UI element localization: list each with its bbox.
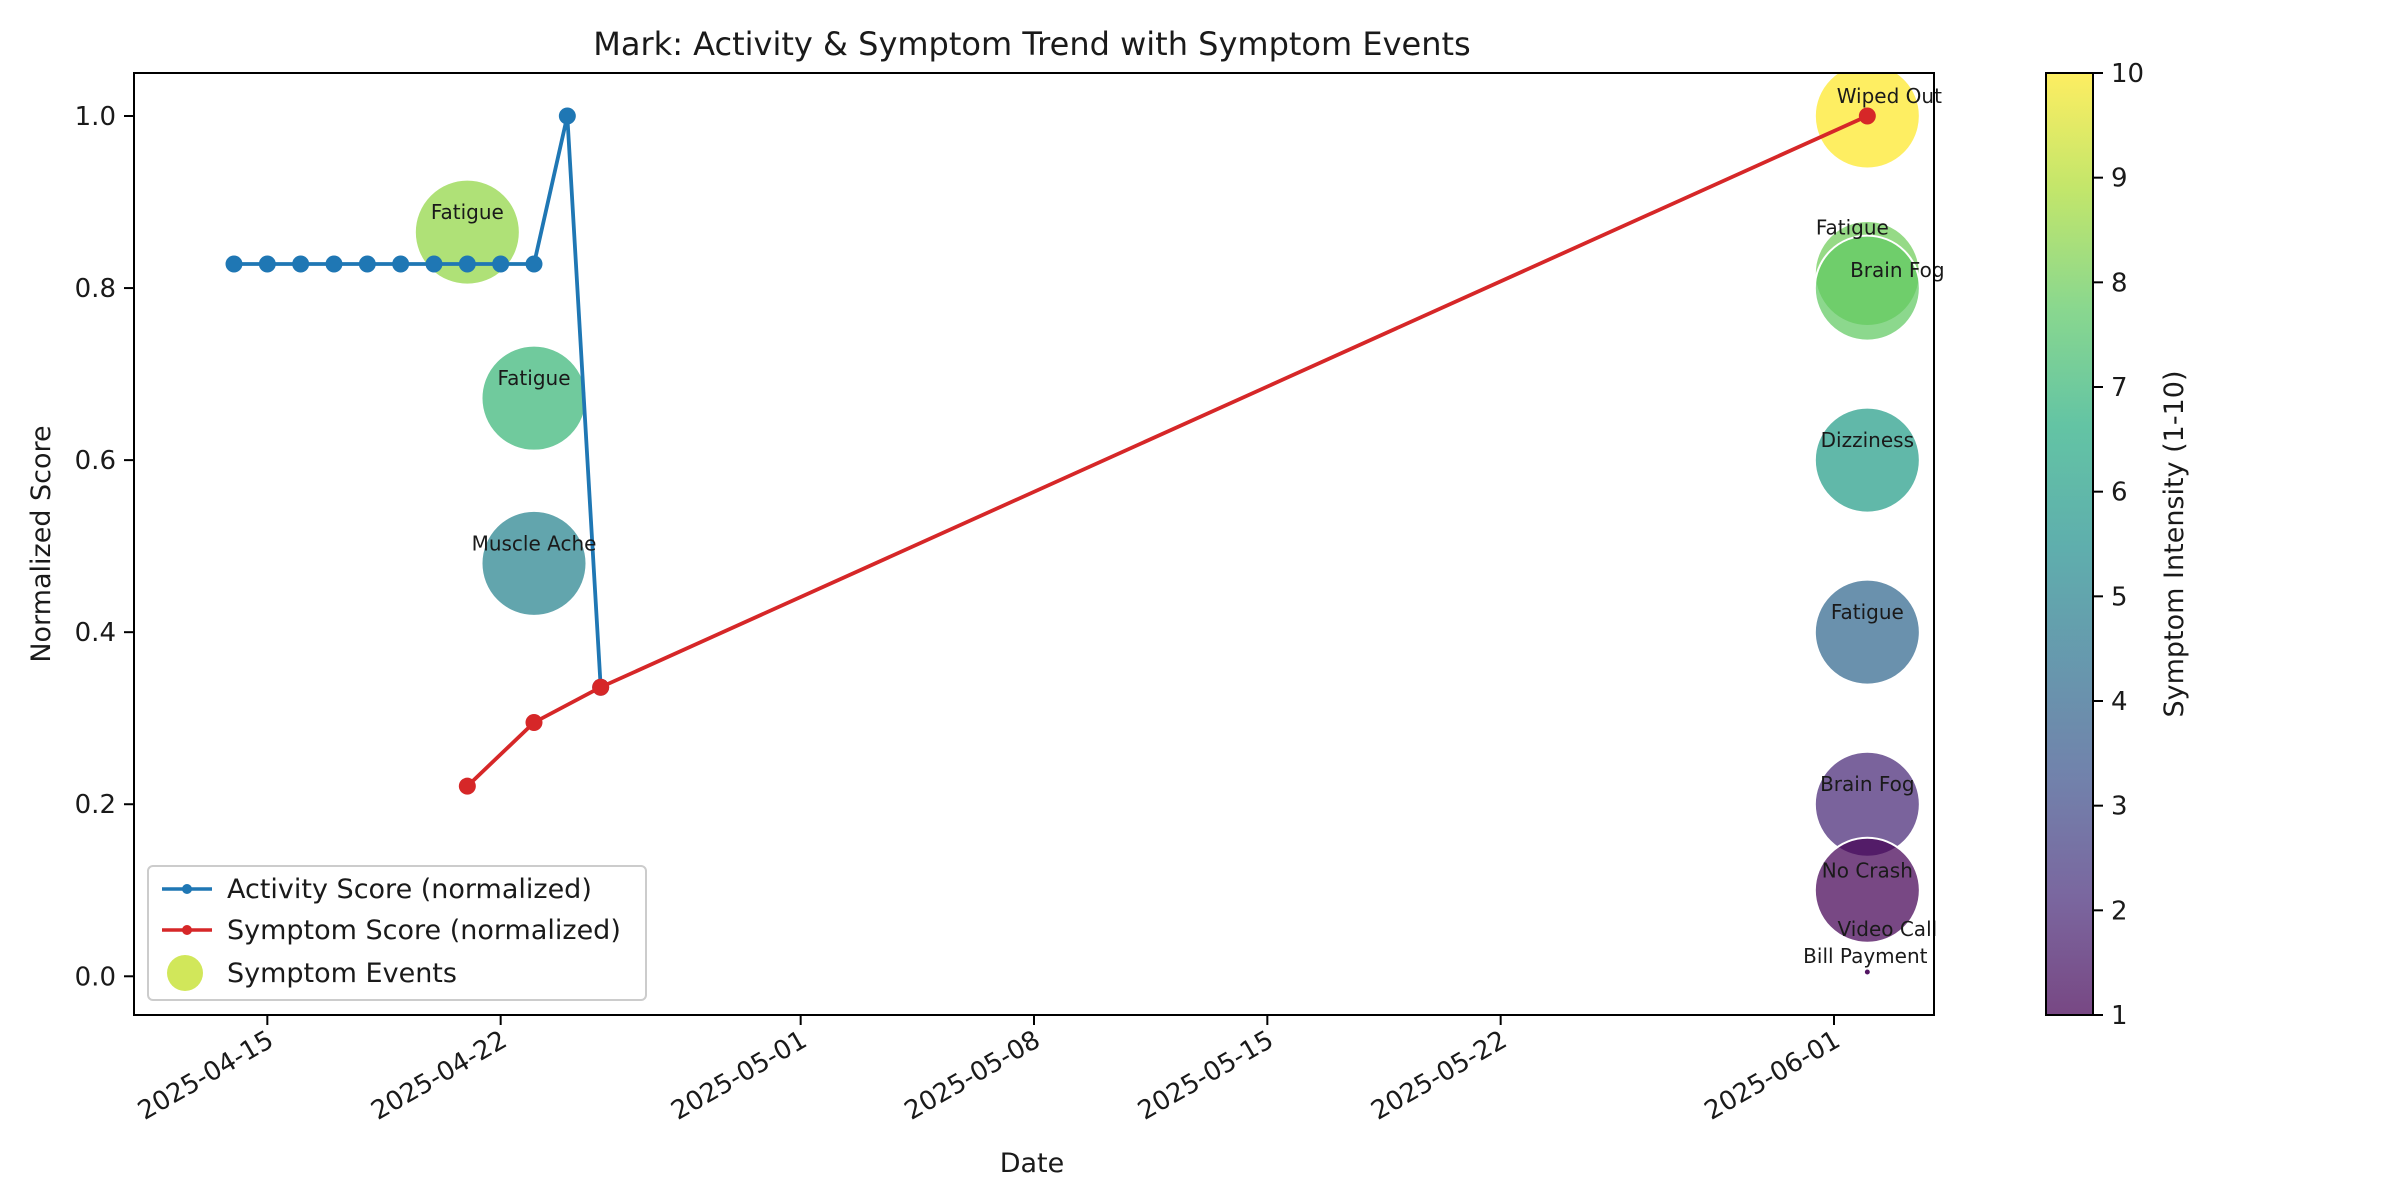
y-tick-label: 0.0 <box>75 962 116 992</box>
symptom-score-point <box>1858 107 1876 125</box>
colorbar-tick-label: 4 <box>2111 687 2128 717</box>
legend-symptom-label: Symptom Score (normalized) <box>227 915 621 946</box>
chart-title: Mark: Activity & Symptom Trend with Symp… <box>593 25 1470 63</box>
symptom-event-label: Fatigue <box>1816 215 1889 239</box>
symptom-event-bubble <box>1813 406 1921 514</box>
colorbar-tick-label: 7 <box>2111 373 2128 403</box>
symptom-event-label: Fatigue <box>1831 600 1904 624</box>
activity-score-point <box>525 255 543 273</box>
y-axis-label: Normalized Score <box>26 425 57 662</box>
colorbar-tick-label: 3 <box>2111 792 2128 822</box>
x-tick-label: 2025-04-22 <box>366 1025 512 1127</box>
y-tick-label: 0.2 <box>75 790 116 820</box>
activity-score-point <box>492 255 510 273</box>
symptom-event-bubble <box>480 509 588 617</box>
activity-score-point <box>225 255 243 273</box>
symptom-event-label: Fatigue <box>431 200 504 224</box>
symptom-event-label: Fatigue <box>498 366 571 390</box>
x-tick-label: 2025-05-22 <box>1366 1025 1512 1127</box>
colorbar-tick-label: 9 <box>2111 164 2128 194</box>
y-tick-label: 0.6 <box>75 446 116 476</box>
symptom-event-label: Brain Fog <box>1850 258 1945 282</box>
activity-score-point <box>458 255 476 273</box>
legend-activity-label: Activity Score (normalized) <box>227 874 592 905</box>
x-tick-label: 2025-05-08 <box>900 1025 1046 1127</box>
symptom-score-point <box>458 777 476 795</box>
symptom-score-line <box>465 114 1869 788</box>
symptom-event-label: Muscle Ache <box>472 531 597 555</box>
x-tick-label: 2025-04-15 <box>133 1025 279 1127</box>
activity-score-point <box>392 255 410 273</box>
activity-score-point <box>292 255 310 273</box>
colorbar-tick-label: 1 <box>2111 1001 2128 1031</box>
x-axis-label: Date <box>1000 1148 1065 1179</box>
y-tick-label: 0.4 <box>75 618 116 648</box>
colorbar-tick-label: 10 <box>2111 59 2144 89</box>
y-axis: 0.0 0.2 0.4 0.6 0.8 1.0 <box>75 102 134 992</box>
y-tick-label: 0.8 <box>75 274 116 304</box>
colorbar-tick-label: 2 <box>2111 896 2128 926</box>
x-tick-label: 2025-06-01 <box>1700 1025 1846 1127</box>
symptom-events-layer <box>413 73 1921 977</box>
legend-symptom-marker <box>182 925 192 935</box>
colorbar-gradient <box>2045 72 2094 1016</box>
activity-score-point <box>325 255 343 273</box>
legend-activity-marker <box>182 884 192 894</box>
event-labels-layer: Fatigue Fatigue Muscle Ache Wiped Out Fatigu… <box>431 84 1945 968</box>
symptom-score-point <box>592 678 610 696</box>
symptom-event-label: No Crash <box>1822 858 1913 882</box>
legend-events-marker <box>167 955 203 991</box>
symptom-event-bubble <box>1813 836 1921 944</box>
colorbar: 1 2 3 4 5 6 7 8 9 10 Symptom Intensity (1-10) <box>2045 59 2190 1031</box>
colorbar-label: Symptom Intensity (1-10) <box>2159 371 2190 718</box>
activity-score-point <box>425 255 443 273</box>
symptom-event-bubble <box>1813 578 1921 686</box>
symptom-event-bubble <box>1813 234 1921 342</box>
series-lines-layer <box>225 107 1876 795</box>
symptom-score-point <box>525 714 543 732</box>
symptom-event-label: Wiped Out <box>1837 84 1942 108</box>
y-tick-label: 1.0 <box>75 102 116 132</box>
legend-events-label: Symptom Events <box>227 958 457 989</box>
legend-frame <box>147 865 647 1001</box>
symptom-event-bubble <box>1862 967 1872 977</box>
legend: Activity Score (normalized) Symptom Scor… <box>147 865 647 1001</box>
colorbar-tick-label: 6 <box>2111 478 2128 508</box>
symptom-event-bubble <box>480 344 588 452</box>
symptom-event-bubble <box>413 178 521 286</box>
x-axis: 2025-04-15 2025-04-22 2025-05-01 2025-05-08… <box>133 1015 1846 1127</box>
symptom-event-label: Video Call <box>1837 917 1937 941</box>
activity-score-point <box>558 107 576 125</box>
x-tick-label: 2025-05-15 <box>1133 1025 1279 1127</box>
activity-score-point <box>258 255 276 273</box>
activity-score-point <box>358 255 376 273</box>
colorbar-ticks: 1 2 3 4 5 6 7 8 9 10 <box>2093 59 2144 1031</box>
symptom-event-label: Dizziness <box>1821 428 1914 452</box>
x-tick-label: 2025-05-01 <box>666 1025 812 1127</box>
colorbar-tick-label: 8 <box>2111 268 2128 298</box>
symptom-event-label: Bill Payment <box>1803 944 1927 968</box>
colorbar-tick-label: 5 <box>2111 582 2128 612</box>
symptom-event-label: Brain Fog <box>1820 772 1915 796</box>
